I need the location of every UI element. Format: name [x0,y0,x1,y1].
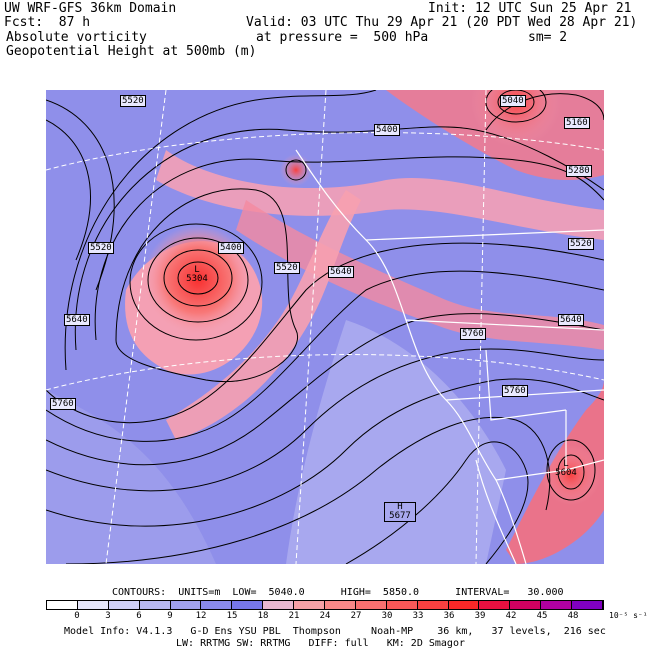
model-info: Model Info: V4.1.3 G-D Ens YSU PBL Thomp… [64,626,606,637]
colorbar-tick-label: 18 [257,611,269,621]
colorbar-tick-label: 48 [567,611,579,621]
low-pressure-southeast: L 5604 [552,460,580,478]
forecast-hour: Fcst: 87 h [4,15,91,30]
colorbar-swatch [510,601,542,609]
colorbar-swatch [108,601,140,609]
contours-info: CONTOURS: UNITS=m LOW= 5040.0 HIGH= 5850… [112,587,564,598]
contour-label: 5040 [500,95,526,107]
colorbar-swatch [263,601,295,609]
colorbar-swatch [572,601,604,609]
colorbar-tick-label: 9 [167,611,173,621]
field2-name: Geopotential Height at 500mb (m) [6,44,257,59]
contour-label: 5760 [50,398,76,410]
colorbar-swatch [417,601,449,609]
colorbar-tick-label: 0 [74,611,80,621]
colorbar-swatch [139,601,171,609]
low-value: 5604 [555,468,577,478]
colorbar-swatch [170,601,202,609]
contour-label: 5760 [502,385,528,397]
field1-name: Absolute vorticity [6,30,147,45]
model-info-2: LW: RRTMG SW: RRTMG DIFF: full KM: 2D Sm… [176,638,465,649]
colorbar-swatch [355,601,387,609]
colorbar-tick-label: 12 [195,611,207,621]
low-value: 5304 [186,274,208,284]
title-left: UW WRF-GFS 36km Domain [4,1,177,16]
colorbar-swatch [47,601,78,609]
contour-label: 5280 [566,165,592,177]
low-pressure-main: L 5304 [180,266,214,284]
colorbar-swatch [448,601,480,609]
colorbar-tick-label: 36 [443,611,455,621]
colorbar-swatch [479,601,511,609]
map-canvas [45,57,605,565]
contour-label: 5640 [328,266,354,278]
colorbar-tick-label: 3 [105,611,111,621]
colorbar-tick-label: 6 [136,611,142,621]
colorbar-tick-label: 21 [288,611,300,621]
contour-label: 5640 [64,314,90,326]
contour-label: 5400 [218,242,244,254]
contour-label: 5520 [568,238,594,250]
valid-time: Valid: 03 UTC Thu 29 Apr 21 (20 PDT Wed … [246,15,638,30]
colorbar-swatch [325,601,356,609]
high-value: 5677 [389,511,411,521]
contour-label: 5640 [558,314,584,326]
contour-label: 5520 [274,262,300,274]
colorbar [46,600,604,610]
colorbar-tick-label: 27 [350,611,362,621]
colorbar-swatch [77,601,109,609]
high-pressure: H 5677 [384,502,416,522]
pressure-level: at pressure = 500 hPa [256,30,429,45]
contour-label: 5520 [120,95,146,107]
colorbar-units: 10⁻⁵ s⁻¹ [609,611,648,620]
colorbar-tick-label: 42 [505,611,517,621]
contour-label: 5520 [88,242,114,254]
colorbar-swatch [232,601,264,609]
colorbar-tick-label: 15 [226,611,238,621]
smoothing: sm= 2 [528,30,568,45]
contour-label: 5760 [460,328,486,340]
colorbar-ticks: 0 3 6 9 12 15 18 21 24 27 30 33 36 39 42 45 48 [46,611,604,621]
colorbar-tick-label: 24 [319,611,331,621]
colorbar-tick-label: 45 [536,611,548,621]
colorbar-swatch [541,601,573,609]
weather-map: 5520 5040 5400 5160 5280 5520 5400 5520 … [45,57,605,565]
colorbar-swatch [201,601,233,609]
contour-label: 5400 [374,124,400,136]
colorbar-tick-label: 39 [474,611,486,621]
contour-label: 5160 [564,117,590,129]
colorbar-tick-label: 30 [381,611,393,621]
colorbar-swatch [294,601,326,609]
low-letter: L [563,459,569,469]
init-time: Init: 12 UTC Sun 25 Apr 21 [428,1,632,16]
high-letter: H [397,502,403,512]
colorbar-swatch [386,601,418,609]
low-letter: L [194,265,200,275]
colorbar-tick-label: 33 [412,611,424,621]
